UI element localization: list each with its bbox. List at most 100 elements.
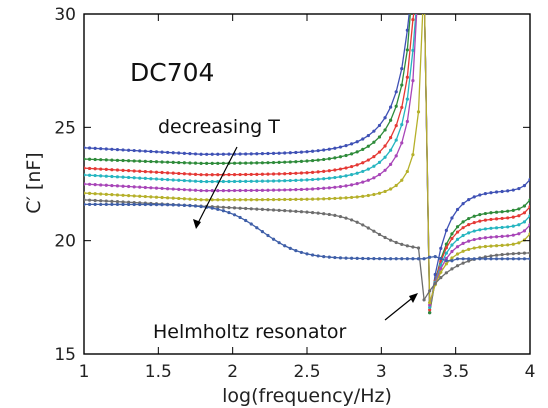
data-point [205,173,209,177]
data-point [87,173,92,177]
data-point [205,198,209,202]
data-point [450,259,454,263]
data-point [154,160,159,164]
data-point [260,179,264,183]
data-point [210,152,214,156]
data-point [405,75,409,79]
data-point [244,188,248,193]
data-point [305,197,309,201]
data-point [455,264,460,268]
data-point [93,198,97,203]
data-point [99,174,103,178]
data-point [411,257,415,261]
data-point [99,183,103,187]
data-point [93,167,97,171]
data-point [511,257,515,261]
data-point [316,187,320,191]
data-point [506,189,510,193]
data-point [483,244,487,249]
data-point [522,220,527,224]
data-point [428,305,432,309]
data-point [528,214,530,218]
data-point [444,228,448,232]
data-point [143,149,147,153]
data-point [361,137,365,141]
data-point [127,159,131,163]
data-point [87,198,92,202]
decreasing-t-arrow [193,146,238,229]
data-point [283,179,287,183]
data-point [143,159,147,163]
data-point [188,172,192,176]
data-point [322,186,326,190]
data-point [483,236,487,240]
data-point [322,148,326,152]
y-tick-label: 20 [54,232,76,252]
data-point [411,245,415,249]
data-point [221,189,225,193]
data-point [138,176,142,180]
data-point [177,203,181,207]
data-point [511,215,515,219]
data-point [450,267,454,271]
data-point [517,214,521,218]
data-point [405,48,409,52]
data-point [249,152,253,156]
data-point [310,177,315,182]
data-point [227,206,231,210]
data-point [271,160,276,165]
data-point [377,160,382,164]
data-point [244,206,248,211]
data-point [255,152,259,156]
data-point [428,308,432,312]
data-point [489,217,493,222]
data-point [216,198,220,202]
data-point [154,150,159,154]
data-point [104,174,108,178]
data-point [494,217,499,221]
data-point [171,151,175,155]
data-point [489,211,493,215]
data-point [87,157,92,161]
data-point [210,173,214,177]
data-point [288,178,292,183]
data-point [478,213,482,217]
data-point [99,199,103,203]
data-point [232,172,237,177]
data-point [127,175,131,180]
data-point [383,257,387,261]
data-point [472,237,476,242]
data-point [143,202,147,207]
data-point [149,149,153,154]
data-point [338,256,343,260]
data-point [166,160,170,164]
x-tick-label: 1.5 [145,362,172,382]
data-point [494,226,499,230]
data-point [277,208,281,212]
data-point [344,184,348,188]
data-point [416,110,421,114]
data-point [127,148,131,152]
data-point [104,183,108,187]
data-point [271,179,276,183]
data-point [149,202,153,207]
data-point [467,216,471,221]
x-tick-label: 1 [79,362,90,382]
data-point [210,161,214,165]
data-point [517,232,521,236]
data-point [93,183,97,187]
x-axis-title: log(frequency/Hz) [222,385,392,407]
data-point [99,192,103,196]
data-point [394,138,398,142]
data-point [428,303,432,307]
data-point [210,179,214,184]
data-point [260,161,264,165]
data-point [500,234,504,238]
data-point [138,169,142,173]
data-point [461,220,465,224]
data-point [160,160,164,164]
data-point [193,161,198,165]
data-point [517,186,521,191]
data-point [322,169,326,173]
data-point [255,226,259,230]
